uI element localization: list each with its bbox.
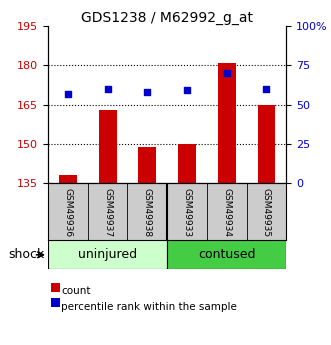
Bar — [167, 240, 286, 269]
Bar — [258, 105, 275, 183]
Text: shock: shock — [8, 248, 45, 261]
Point — [264, 86, 269, 91]
Bar — [218, 62, 236, 183]
Bar — [59, 175, 77, 183]
Text: GSM49938: GSM49938 — [143, 188, 152, 237]
Title: GDS1238 / M62992_g_at: GDS1238 / M62992_g_at — [81, 11, 253, 25]
Text: count: count — [61, 286, 91, 296]
Text: GSM49935: GSM49935 — [262, 188, 271, 237]
Text: GSM49937: GSM49937 — [103, 188, 112, 237]
Point — [224, 70, 229, 76]
Text: contused: contused — [198, 248, 256, 261]
Text: GSM49933: GSM49933 — [182, 188, 192, 237]
Point — [65, 91, 71, 96]
Text: GSM49936: GSM49936 — [63, 188, 72, 237]
Bar — [99, 110, 117, 183]
Bar — [178, 144, 196, 183]
Text: percentile rank within the sample: percentile rank within the sample — [61, 302, 237, 312]
Point — [184, 88, 190, 93]
Text: GSM49934: GSM49934 — [222, 188, 231, 237]
Point — [105, 86, 110, 91]
Bar — [138, 147, 156, 183]
Text: uninjured: uninjured — [78, 248, 137, 261]
Bar — [48, 240, 167, 269]
Point — [145, 89, 150, 95]
